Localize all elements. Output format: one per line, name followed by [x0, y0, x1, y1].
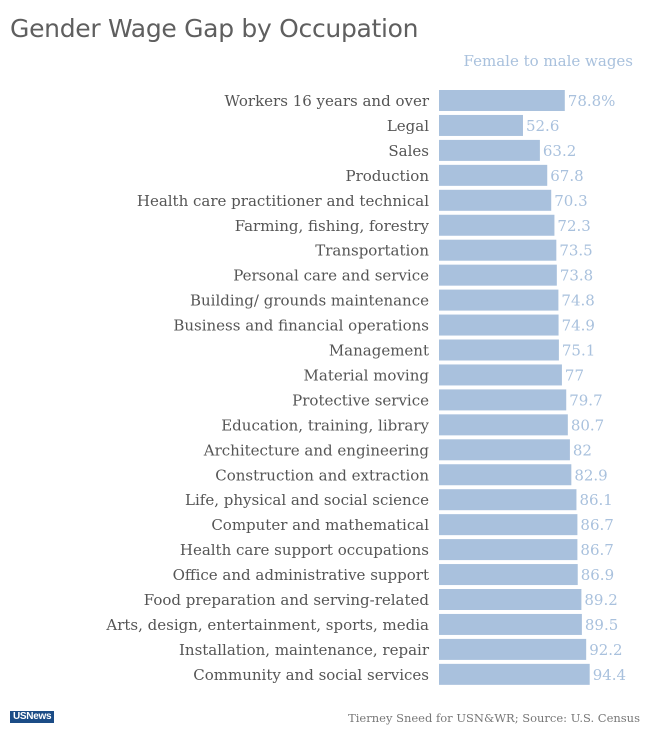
category-label: Sales	[388, 142, 429, 160]
value-label: 92.2	[589, 641, 622, 659]
category-label: Computer and mathematical	[211, 516, 429, 534]
bar	[439, 264, 557, 286]
value-label: 77	[565, 366, 584, 384]
category-label: Health care practitioner and technical	[137, 192, 429, 210]
value-label: 52.6	[526, 117, 559, 135]
category-label: Protective service	[292, 391, 429, 409]
value-label: 67.8	[550, 167, 583, 185]
bar	[439, 364, 562, 386]
bar	[439, 663, 590, 685]
value-label: 74.9	[562, 317, 595, 335]
bar	[439, 314, 559, 336]
category-label: Legal	[387, 117, 429, 135]
bar	[439, 589, 582, 610]
category-label: Installation, maintenance, repair	[179, 641, 430, 659]
category-label: Building/ grounds maintenance	[190, 292, 429, 310]
source-credit: Tierney Sneed for USN&WR; Source: U.S. C…	[348, 711, 640, 725]
bar	[439, 638, 587, 660]
bar	[439, 90, 565, 111]
bar	[439, 564, 578, 586]
bar	[439, 239, 557, 261]
chart-title: Gender Wage Gap by Occupation	[10, 14, 419, 43]
category-label: Education, training, library	[221, 416, 429, 434]
category-label: Farming, fishing, forestry	[235, 217, 430, 235]
value-label: 72.3	[557, 217, 590, 235]
bar	[439, 164, 548, 186]
bar	[439, 414, 568, 436]
category-label: Workers 16 years and over	[224, 92, 429, 110]
category-label: Life, physical and social science	[185, 491, 429, 509]
bar	[439, 114, 523, 136]
bar	[439, 289, 559, 311]
bar	[439, 139, 540, 161]
chart-subtitle: Female to male wages	[463, 52, 633, 70]
value-label: 86.1	[579, 491, 612, 509]
value-label: 73.8	[560, 267, 593, 285]
value-label: 86.9	[581, 566, 614, 584]
value-label: 89.2	[584, 591, 617, 609]
value-label: 78.8%	[568, 92, 616, 110]
value-label: 74.8	[561, 292, 594, 310]
bar	[439, 339, 559, 361]
category-label: Material moving	[304, 366, 430, 384]
bar	[439, 439, 570, 461]
category-label: Construction and extraction	[215, 466, 429, 484]
value-label: 75.1	[562, 342, 595, 360]
bar	[439, 613, 582, 635]
bar	[439, 214, 555, 236]
bar	[439, 489, 577, 511]
value-label: 94.4	[593, 666, 626, 684]
value-label: 70.3	[554, 192, 587, 210]
value-label: 63.2	[543, 142, 576, 160]
bar	[439, 539, 578, 561]
category-label: Food preparation and serving-related	[144, 591, 430, 609]
value-label: 82.9	[574, 466, 607, 484]
value-label: 86.7	[580, 541, 613, 559]
category-label: Production	[346, 167, 430, 185]
usnews-logo: USNews	[10, 711, 55, 723]
value-label: 79.7	[569, 391, 602, 409]
category-label: Transportation	[315, 242, 429, 260]
category-label: Community and social services	[193, 666, 429, 684]
category-label: Architecture and engineering	[203, 441, 430, 459]
category-label: Personal care and service	[233, 267, 429, 285]
bar	[439, 464, 572, 486]
value-label: 80.7	[571, 416, 604, 434]
value-label: 86.7	[580, 516, 613, 534]
category-label: Business and financial operations	[173, 317, 429, 335]
value-label: 89.5	[585, 616, 618, 634]
category-label: Arts, design, entertainment, sports, med…	[105, 616, 429, 634]
value-label: 73.5	[559, 242, 592, 260]
bar	[439, 189, 552, 211]
category-label: Management	[329, 342, 429, 360]
category-label: Office and administrative support	[173, 566, 429, 584]
value-label: 82	[573, 441, 592, 459]
bar	[439, 514, 578, 536]
category-label: Health care support occupations	[180, 541, 429, 559]
bar	[439, 389, 567, 411]
